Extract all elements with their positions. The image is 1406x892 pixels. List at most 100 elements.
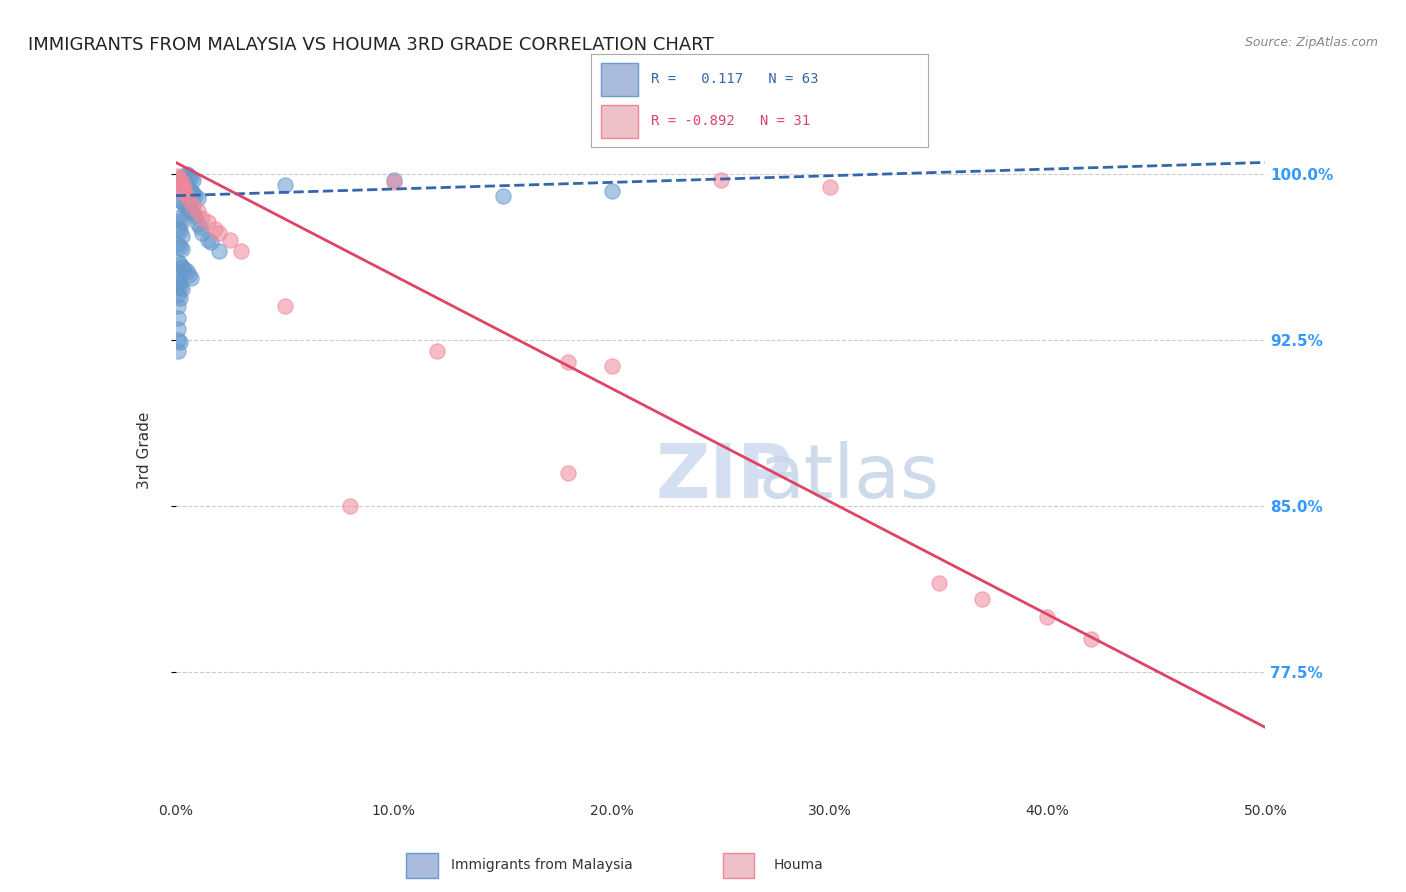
Bar [600, 63, 638, 95]
Point [176, 264, 198, 278]
Text: Houma: Houma [773, 858, 823, 872]
Text: Source: ZipAtlas.com: Source: ZipAtlas.com [1244, 36, 1378, 49]
Point [172, 242, 194, 256]
Point [191, 227, 214, 241]
Point [167, 211, 190, 225]
Point [169, 224, 191, 238]
Point [169, 173, 191, 187]
Point [169, 291, 191, 305]
Point [176, 167, 198, 181]
Point [167, 300, 190, 314]
Point [167, 255, 190, 269]
Point [169, 334, 191, 349]
Point [180, 170, 202, 185]
Point [970, 591, 993, 606]
Point [197, 215, 219, 229]
Point [184, 188, 207, 202]
Point [181, 173, 204, 187]
Point [177, 193, 200, 207]
Point [181, 186, 204, 201]
Point [181, 200, 204, 214]
Point [167, 170, 190, 185]
Text: ZIP: ZIP [655, 442, 793, 515]
Point [167, 169, 190, 183]
Point [169, 257, 191, 271]
Text: Immigrants from Malaysia: Immigrants from Malaysia [451, 858, 633, 872]
Point [492, 188, 515, 202]
Point [176, 188, 198, 202]
Point [167, 237, 190, 252]
Point [173, 178, 195, 192]
Point [172, 282, 194, 296]
Point [169, 279, 191, 293]
Point [167, 343, 190, 358]
Point [181, 206, 204, 220]
Point [274, 178, 297, 192]
Point [600, 184, 623, 198]
Point [274, 300, 297, 314]
Point [172, 170, 194, 185]
Point [173, 179, 195, 194]
Point [180, 204, 202, 219]
Point [169, 213, 191, 227]
Point [167, 266, 190, 280]
Text: R = -0.892   N = 31: R = -0.892 N = 31 [651, 114, 810, 128]
Point [818, 179, 841, 194]
Point [188, 219, 211, 234]
Y-axis label: 3rd Grade: 3rd Grade [138, 412, 152, 489]
Point [557, 355, 579, 369]
Point [167, 288, 190, 302]
Point [177, 182, 200, 196]
Point [172, 175, 194, 189]
Point [173, 169, 195, 183]
Point [172, 228, 194, 243]
Point [177, 202, 200, 216]
Point [167, 321, 190, 335]
Bar [600, 105, 638, 138]
Point [172, 195, 194, 210]
Point [172, 260, 194, 274]
Point [928, 576, 950, 591]
Point [172, 175, 194, 189]
Point [172, 182, 194, 196]
Point [177, 268, 200, 283]
Point [204, 222, 226, 236]
Point [184, 209, 207, 223]
Bar [406, 853, 439, 878]
Point [169, 275, 191, 289]
Text: IMMIGRANTS FROM MALAYSIA VS HOUMA 3RD GRADE CORRELATION CHART: IMMIGRANTS FROM MALAYSIA VS HOUMA 3RD GR… [28, 36, 714, 54]
Point [169, 173, 191, 187]
Point [176, 179, 198, 194]
Point [180, 184, 202, 198]
Point [208, 244, 231, 258]
Point [167, 310, 190, 325]
Bar [723, 853, 754, 878]
Point [180, 270, 202, 285]
Text: R =   0.117   N = 63: R = 0.117 N = 63 [651, 72, 818, 87]
Point [172, 215, 194, 229]
Point [1036, 609, 1059, 624]
Point [600, 359, 623, 374]
Point [186, 191, 209, 205]
Point [197, 233, 219, 247]
Point [426, 343, 449, 358]
Point [169, 178, 191, 192]
Point [173, 186, 195, 201]
Point [186, 218, 209, 232]
Point [173, 197, 195, 211]
Point [191, 211, 214, 225]
Point [167, 273, 190, 287]
Point [219, 233, 242, 247]
Point [169, 239, 191, 253]
Point [382, 173, 405, 187]
Point [231, 244, 253, 258]
Point [186, 204, 209, 219]
Point [339, 499, 361, 513]
Point [173, 261, 195, 276]
Point [1080, 632, 1102, 646]
Text: atlas: atlas [759, 442, 939, 515]
Point [557, 466, 579, 480]
Point [208, 227, 231, 241]
Point [169, 193, 191, 207]
Point [710, 173, 733, 187]
